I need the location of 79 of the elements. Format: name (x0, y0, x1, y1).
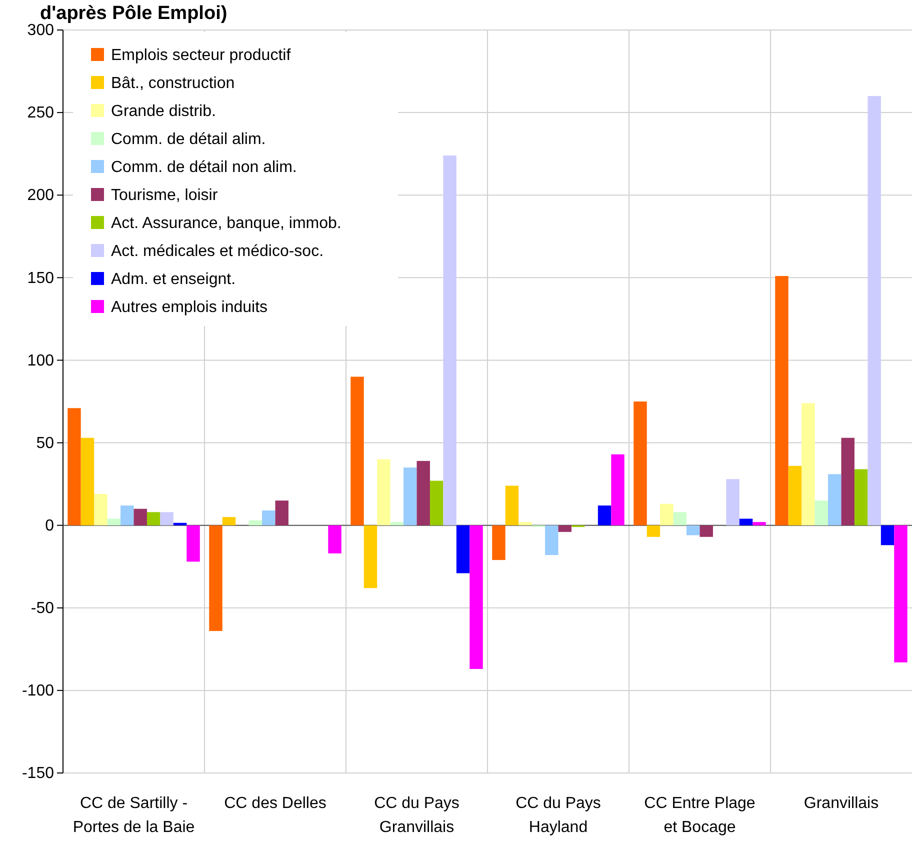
y-tick-label: 150 (27, 270, 54, 287)
bar (364, 525, 378, 588)
y-tick-label: 300 (27, 22, 54, 40)
legend-label: Bât., construction (111, 75, 235, 92)
y-tick-label: -50 (30, 600, 54, 618)
bar (598, 506, 612, 526)
bar (416, 460, 430, 526)
bar (814, 500, 828, 526)
bar (186, 525, 200, 562)
bar (146, 512, 160, 526)
legend-label: Grande distrib. (111, 103, 216, 120)
bar (160, 512, 174, 526)
x-tick-label: CC du Pays Hayland (516, 795, 601, 836)
legend-label: Act. Assurance, banque, immob. (111, 215, 342, 232)
bar (470, 525, 483, 669)
bar (68, 408, 81, 526)
bar (868, 96, 881, 526)
bar (802, 403, 815, 526)
bar (404, 468, 417, 526)
bar (275, 500, 288, 526)
bar (173, 522, 187, 526)
bar (262, 510, 276, 526)
bar (134, 508, 147, 526)
y-tick-label: 200 (27, 187, 54, 204)
bar (726, 479, 740, 526)
bar (328, 525, 342, 554)
x-tick-label: CC de Sartilly - Portes de la Baie (72, 795, 195, 836)
bar (673, 512, 687, 526)
bar (894, 525, 908, 662)
bar (611, 454, 624, 526)
bar (558, 525, 572, 532)
legend-label: Tourisme, loisir (111, 187, 218, 204)
bar (350, 376, 364, 526)
bar (828, 474, 842, 526)
x-tick-label: CC du Pays Granvillais (374, 795, 460, 836)
y-tick-label: 50 (36, 434, 54, 452)
bar (545, 525, 558, 556)
bar (646, 525, 660, 537)
y-tick-label: 100 (27, 352, 54, 370)
legend-label: Emplois secteur productif (111, 47, 292, 64)
x-tick-label: CC Entre Plage et Bocage (644, 795, 756, 836)
x-tick-label: Granvillais (804, 795, 879, 812)
bar (94, 494, 108, 526)
bar (107, 518, 121, 526)
bar (700, 525, 713, 537)
bar (248, 520, 262, 526)
bar (841, 438, 854, 526)
legend-label: Adm. et enseignt. (111, 271, 236, 288)
bar (752, 522, 766, 526)
bar (80, 438, 94, 526)
bar (788, 466, 802, 526)
legend-label: Autres emplois induits (111, 299, 268, 316)
bar (456, 525, 470, 574)
legend-label: Comm. de détail non alim. (111, 159, 297, 176)
y-tick-label: -100 (22, 682, 54, 700)
bar (880, 525, 894, 546)
bar (634, 402, 647, 526)
bar (739, 518, 753, 526)
legend-label: Comm. de détail alim. (111, 131, 266, 148)
bar (854, 469, 868, 526)
bar (686, 525, 700, 536)
bar (430, 480, 444, 526)
bar (492, 525, 506, 560)
bar (660, 504, 674, 526)
chart-title: d'après Pôle Emploi) (40, 3, 228, 24)
bar (505, 486, 519, 526)
bar (518, 522, 532, 526)
bar (209, 525, 222, 632)
bar (443, 155, 456, 526)
bar (120, 506, 134, 526)
y-tick-label: -150 (22, 765, 54, 782)
legend-label: Act. médicales et médico-soc. (111, 243, 324, 260)
bar (222, 517, 236, 526)
y-tick-label: 0 (45, 517, 54, 534)
bar (377, 459, 390, 526)
bar (775, 276, 788, 526)
y-tick-label: 250 (27, 104, 54, 122)
x-tick-label: CC des Delles (224, 795, 326, 812)
bar (390, 522, 404, 526)
